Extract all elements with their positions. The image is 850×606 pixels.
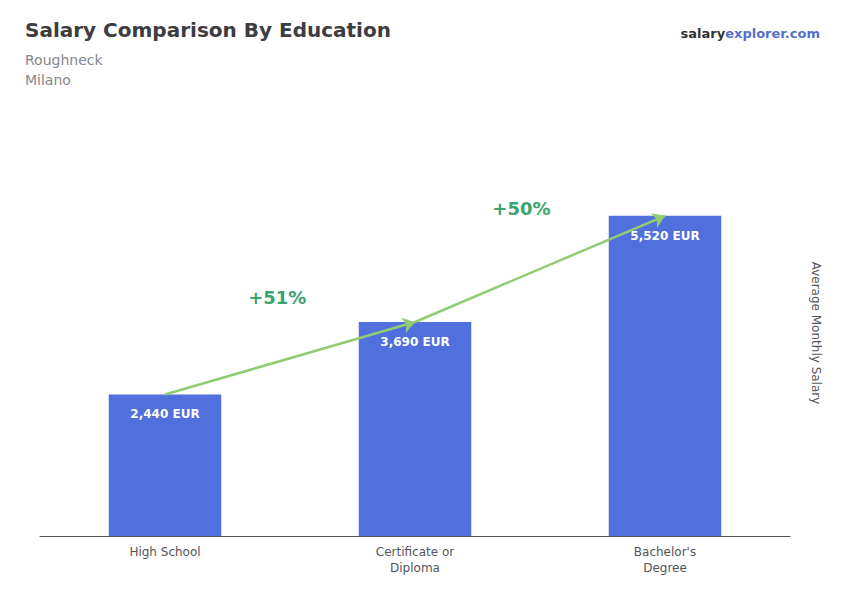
svg-text:+51%: +51% <box>248 287 306 308</box>
svg-text:Milano: Milano <box>25 72 71 88</box>
svg-text:Average Monthly Salary: Average Monthly Salary <box>809 262 823 405</box>
svg-text:Certificate or: Certificate or <box>376 545 454 559</box>
svg-text:2,440 EUR: 2,440 EUR <box>130 407 199 421</box>
svg-text:Salary Comparison By Education: Salary Comparison By Education <box>25 18 391 42</box>
svg-text:High School: High School <box>129 545 200 559</box>
svg-text:Degree: Degree <box>643 561 687 575</box>
svg-text:5,520 EUR: 5,520 EUR <box>630 229 699 243</box>
svg-text:Bachelor's: Bachelor's <box>634 545 696 559</box>
svg-text:salary: salary <box>681 26 726 41</box>
svg-text:3,690 EUR: 3,690 EUR <box>380 335 449 349</box>
svg-text:Roughneck: Roughneck <box>25 52 103 68</box>
svg-text:explorer.com: explorer.com <box>725 26 820 41</box>
svg-text:+50%: +50% <box>492 198 550 219</box>
svg-text:Diploma: Diploma <box>390 561 440 575</box>
